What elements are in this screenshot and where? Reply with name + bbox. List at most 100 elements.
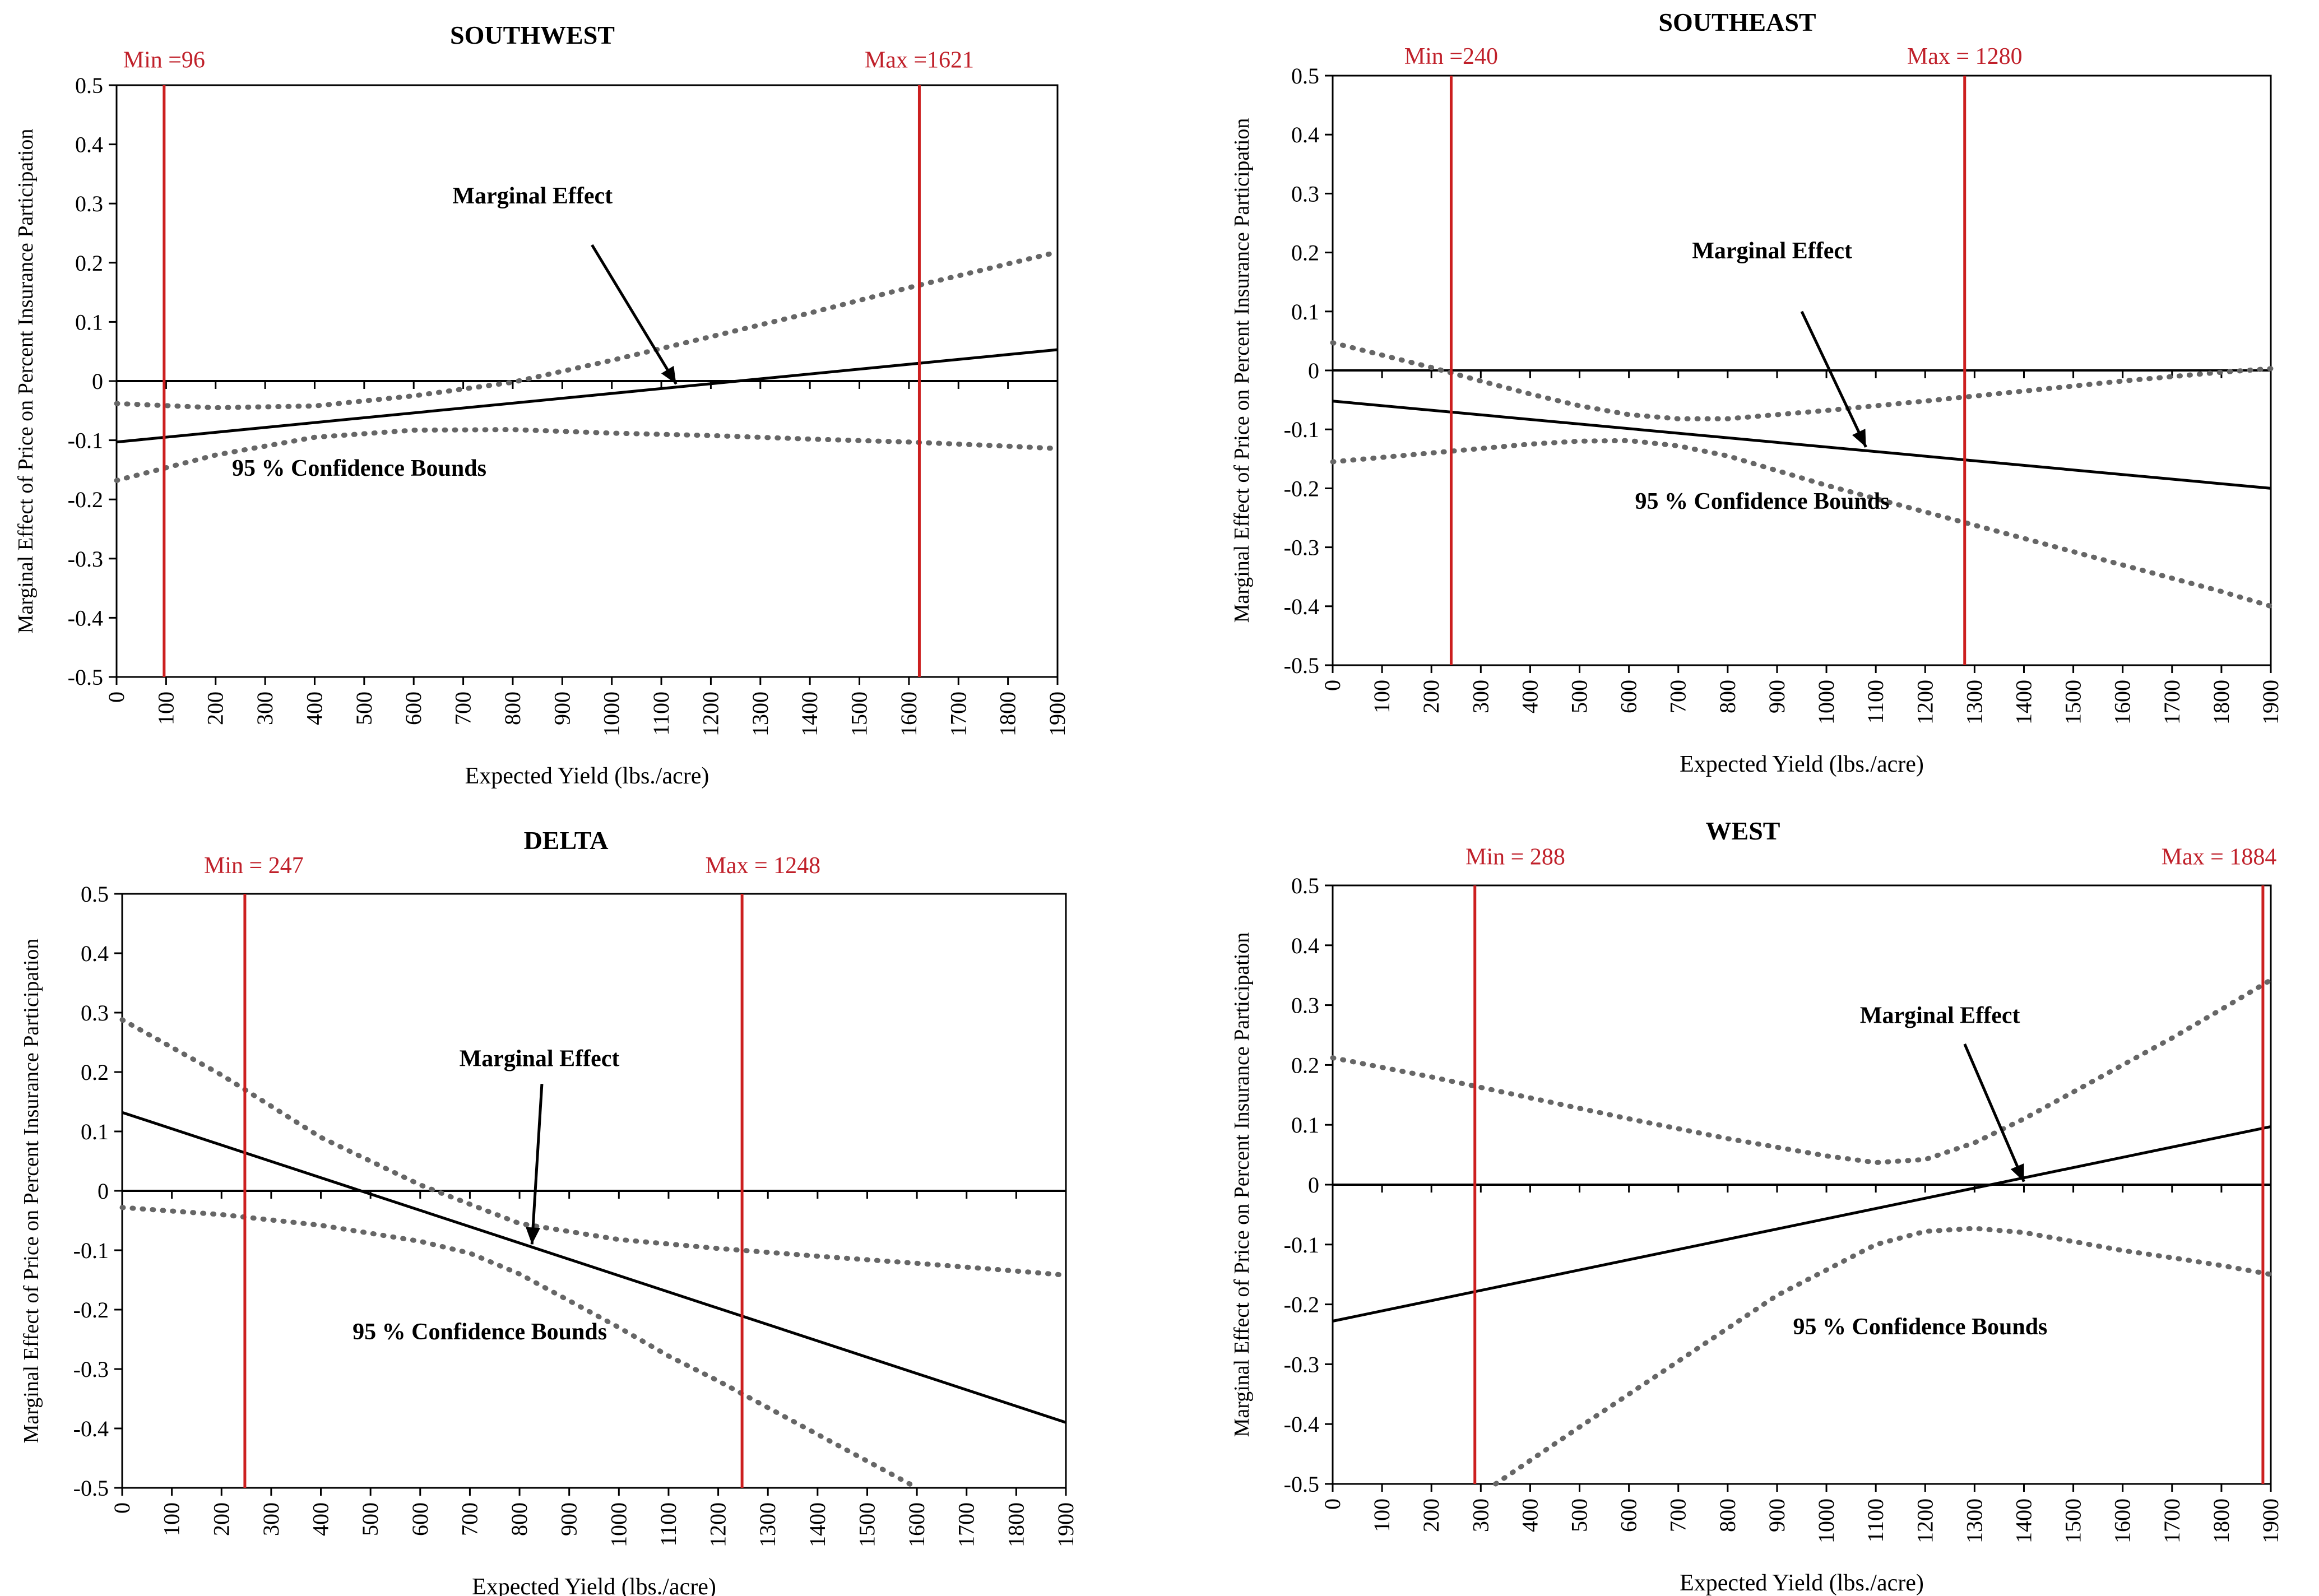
x-tick-label: 1500 <box>847 692 872 736</box>
x-tick-label: 1400 <box>2011 1498 2036 1543</box>
y-tick-label: -0.1 <box>73 1238 109 1263</box>
x-tick-label: 800 <box>500 692 525 725</box>
y-tick-label: 0.4 <box>1291 122 1319 147</box>
x-tick-label: 1800 <box>995 692 1021 736</box>
x-tick-label: 1900 <box>1045 692 1070 736</box>
y-tick-label: 0 <box>1308 358 1319 383</box>
upper-bound-line <box>1330 340 2274 421</box>
y-tick-label: 0.3 <box>1291 993 1319 1018</box>
lower-bound-line <box>1493 1226 2274 1487</box>
marginal-effect-label: Marginal Effect <box>1692 238 1852 264</box>
x-tick-label: 1600 <box>2110 1498 2135 1543</box>
y-tick-label: -0.3 <box>1284 535 1319 560</box>
x-tick-label: 1000 <box>1814 1498 1839 1543</box>
y-tick-label: -0.1 <box>1284 417 1319 442</box>
x-tick-label: 1900 <box>1053 1502 1078 1547</box>
y-tick-label: -0.5 <box>1284 1472 1319 1497</box>
x-tick-label: 400 <box>1517 680 1542 713</box>
chart-title: DELTA <box>524 826 609 855</box>
y-tick-label: 0.2 <box>75 250 103 276</box>
x-tick-label: 0 <box>109 1502 134 1514</box>
y-tick-label: -0.1 <box>68 428 103 453</box>
x-tick-label: 1400 <box>797 692 822 736</box>
x-tick-label: 600 <box>401 692 426 725</box>
x-tick-label: 1600 <box>904 1502 929 1547</box>
x-tick-label: 1300 <box>755 1502 780 1547</box>
max-label: Max = 1280 <box>1907 44 2023 69</box>
y-tick-label: 0.4 <box>81 941 109 966</box>
x-tick-label: 1600 <box>896 692 921 736</box>
y-tick-label: -0.2 <box>1284 476 1319 501</box>
y-tick-label: -0.3 <box>68 546 103 572</box>
arrow-head <box>2010 1163 2024 1182</box>
y-tick-label: -0.3 <box>1284 1352 1319 1377</box>
x-tick-label: 900 <box>549 692 574 725</box>
x-tick-label: 300 <box>258 1502 284 1536</box>
x-tick-label: 500 <box>358 1502 383 1536</box>
y-tick-label: -0.2 <box>1284 1292 1319 1317</box>
min-label: Min =240 <box>1404 44 1498 69</box>
x-tick-label: 100 <box>1369 1498 1394 1532</box>
y-tick-label: 0.5 <box>1291 873 1319 898</box>
x-tick-label: 700 <box>1666 1498 1691 1532</box>
chart-title: SOUTHWEST <box>450 21 615 49</box>
y-tick-label: -0.4 <box>1284 594 1319 619</box>
marginal-effect-line <box>1332 400 2271 490</box>
marginal-effect-label: Marginal Effect <box>460 1046 620 1071</box>
x-tick-label: 1900 <box>2258 680 2283 725</box>
x-tick-label: 1800 <box>2209 1498 2234 1543</box>
x-tick-label: 500 <box>1567 680 1592 713</box>
x-tick-label: 1800 <box>1003 1502 1028 1547</box>
max-label: Max = 1884 <box>2162 845 2277 870</box>
x-tick-label: 1500 <box>2061 680 2086 725</box>
x-tick-label: 500 <box>351 692 377 725</box>
arrow-shaft <box>1963 1043 2025 1182</box>
y-tick-label: -0.2 <box>68 487 103 512</box>
y-axis-label: Marginal Effect of Price on Percent Insu… <box>14 129 38 634</box>
x-tick-label: 200 <box>1418 1498 1444 1532</box>
marginal-effect-line <box>122 1111 1066 1424</box>
x-tick-label: 1000 <box>599 692 624 736</box>
marginal-effect-label: Marginal Effect <box>452 183 613 209</box>
y-tick-label: 0.5 <box>1291 63 1319 89</box>
x-tick-label: 1600 <box>2110 680 2135 725</box>
max-label: Max =1621 <box>865 47 974 73</box>
x-tick-label: 0 <box>1320 1498 1345 1510</box>
marginal-effect-line <box>1332 1125 2271 1323</box>
x-tick-label: 1500 <box>2061 1498 2086 1543</box>
y-tick-label: 0.2 <box>1291 1052 1319 1078</box>
x-tick-label: 900 <box>1764 1498 1789 1532</box>
y-tick-label: -0.4 <box>1284 1412 1319 1437</box>
arrow-head <box>661 365 676 384</box>
x-tick-label: 300 <box>252 692 277 725</box>
y-tick-label: 0.4 <box>75 132 103 157</box>
upper-bound-line <box>1330 977 2274 1166</box>
x-tick-label: 300 <box>1468 680 1493 713</box>
x-tick-label: 100 <box>153 692 178 725</box>
chart-panel-west: WEST -0.5 -0.4 -0.3 -0.2 -0.1 0 0.1 0.2 0.3 0.4 0.5… <box>1230 816 2283 1596</box>
arrow-shaft <box>530 1084 544 1245</box>
x-tick-label: 1700 <box>2159 1498 2185 1543</box>
confidence-bounds-label: 95 % Confidence Bounds <box>232 456 486 481</box>
y-tick-label: -0.2 <box>73 1297 109 1323</box>
x-axis-label: Expected Yield (lbs./acre) <box>1680 1570 1924 1596</box>
x-tick-label: 1000 <box>606 1502 631 1547</box>
x-axis-label: Expected Yield (lbs./acre) <box>472 1574 716 1596</box>
x-tick-label: 1100 <box>656 1502 681 1547</box>
x-tick-label: 1400 <box>805 1502 830 1547</box>
x-tick-label: 700 <box>457 1502 482 1536</box>
chart-panel-delta: DELTA -0.5 -0.4 -0.3 -0.2 -0.1 0 0.1 0.2 0.3 0.4 0.… <box>20 826 1078 1596</box>
y-tick-label: 0.3 <box>81 1000 109 1026</box>
y-axis-label: Marginal Effect of Price on Percent Insu… <box>20 939 43 1444</box>
x-tick-label: 800 <box>1715 680 1740 713</box>
min-label: Min =96 <box>123 47 205 73</box>
x-tick-label: 1100 <box>1863 680 1888 724</box>
x-axis-label: Expected Yield (lbs./acre) <box>465 763 709 789</box>
y-tick-label: 0.5 <box>75 73 103 98</box>
x-tick-label: 400 <box>308 1502 333 1536</box>
upper-bound-line <box>114 249 1060 411</box>
confidence-bounds-label: 95 % Confidence Bounds <box>1793 1314 2047 1340</box>
x-tick-label: 1700 <box>945 692 971 736</box>
x-tick-label: 0 <box>104 692 129 703</box>
